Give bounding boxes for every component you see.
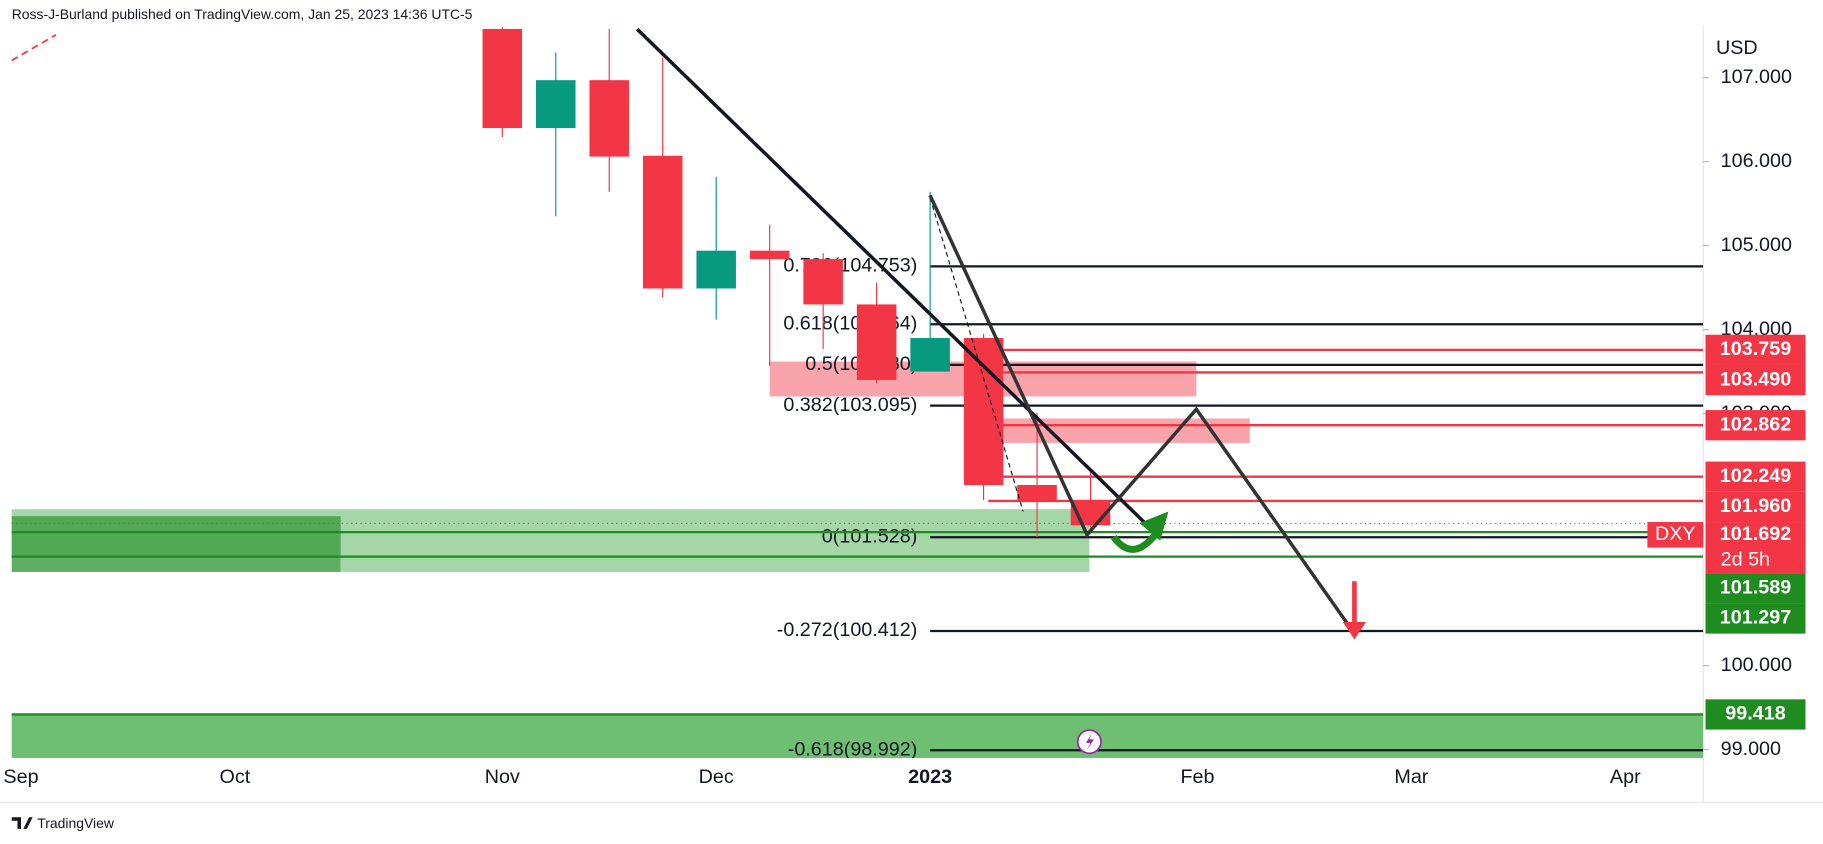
price-label-box [1705,491,1806,523]
x-tick-label: Oct [220,766,251,788]
fib-label: -0.618(98.992) [788,738,918,760]
fib-anchor-line [929,197,1024,512]
price-label: 102.249 [1720,465,1791,487]
overlays [635,27,1367,755]
event-icon-bolt [1085,733,1095,750]
candle-body [803,259,843,305]
price-label-box [1705,364,1806,396]
watermark: TradingView [11,815,115,831]
fib-label: 0(101.528) [822,525,918,547]
price-label-box [1705,461,1806,492]
dashed-trendline [11,34,57,62]
fib-label: 0.618(104.064) [783,312,917,334]
candle-body [856,304,897,381]
price-label-box [1705,522,1806,574]
symbol-label: DXY [1655,523,1696,545]
y-tick-label: 99.000 [1721,738,1781,760]
price-label: 101.960 [1720,495,1791,517]
green-arrow-head [1139,511,1169,541]
candle-body [963,338,1004,486]
projection-path [928,194,1356,635]
x-tick-label: Feb [1180,766,1214,788]
price-label-box [1705,603,1806,634]
y-tick-label: 106.000 [1721,150,1792,172]
header: Ross-J-Burland published on TradingView.… [12,6,473,22]
price-label-box [1705,410,1806,441]
red-arrow-head [1342,621,1367,640]
axis-layer: Sep Oct Nov Dec 2023 Feb Mar Apr 107.000 106.000 1… [3,66,1806,788]
price-label: 101.297 [1720,607,1791,629]
candle-body [1017,485,1057,501]
price-label-box [1705,573,1806,604]
fib-label: 0.382(103.095) [783,394,917,416]
price-label: 101.692 [1720,523,1791,545]
support-zone [340,555,1090,572]
fib-label: -0.272(100.412) [777,619,918,641]
price-label: 101.589 [1720,577,1791,599]
currency-label: USD [1716,37,1758,59]
price-label: 102.862 [1720,413,1791,435]
candle-body [642,155,683,289]
price-label: 103.490 [1720,368,1791,390]
symbol-box [1647,522,1704,548]
x-tick-label: 2023 [908,766,952,788]
x-tick-label: Apr [1610,766,1641,788]
y-tick-label: 107.000 [1721,66,1792,88]
price-label-box [1705,699,1806,730]
candle-body [696,250,736,289]
green-arrow [1110,530,1160,553]
data-layer: 0.786(104.753)0.618(104.064)0.5(103.580)… [11,27,1704,760]
candle-body [589,80,630,157]
candle-body [536,80,576,129]
candle-body [482,28,523,129]
countdown-label: 2d 5h [1721,549,1770,571]
candle-body [749,250,790,260]
y-tick-label: 100.000 [1721,654,1792,676]
y-tick-label: 105.000 [1721,234,1792,256]
y-tick-label: 104.000 [1721,318,1792,340]
trendline [635,27,1147,525]
price-label: 99.418 [1725,703,1785,725]
price-label-box [1705,334,1806,365]
x-tick-label: Nov [485,766,520,788]
watermark-text: TradingView [37,815,115,831]
candle-body [910,338,950,372]
x-tick-label: Mar [1394,766,1428,788]
x-tick-label: Dec [699,766,734,788]
price-label: 103.759 [1720,338,1791,360]
x-tick-label: Sep [3,766,38,788]
support-zone-strong [11,516,341,572]
